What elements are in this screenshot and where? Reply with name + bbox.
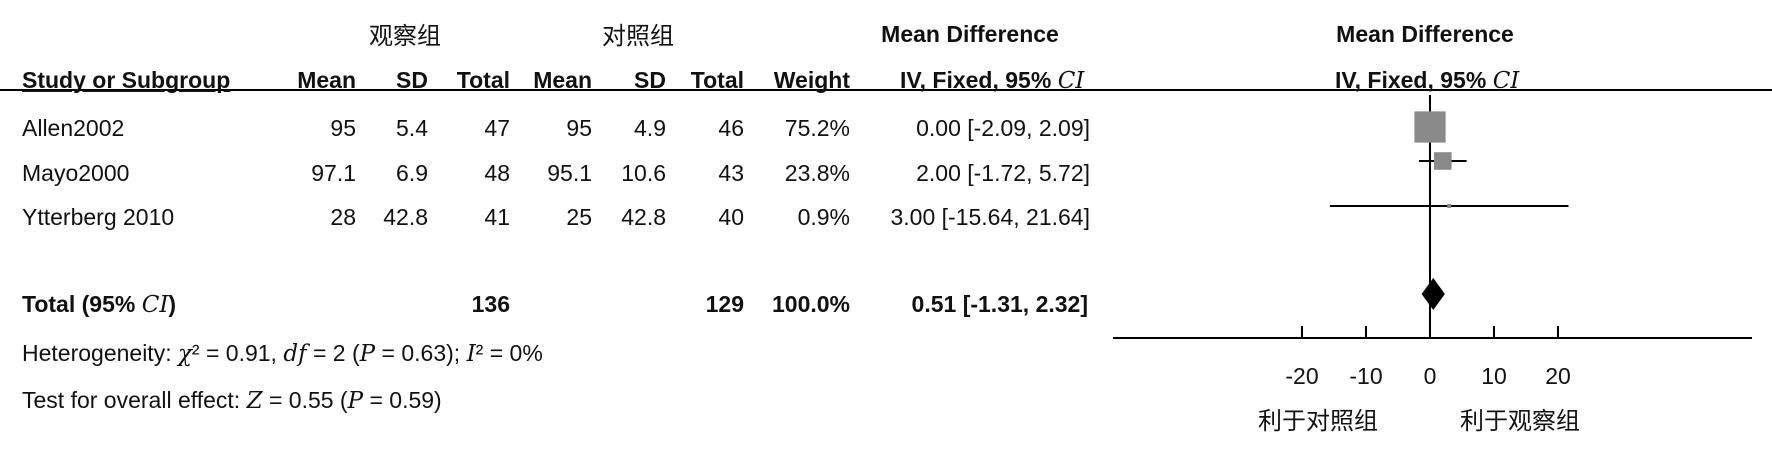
col-weight: Weight — [773, 67, 850, 93]
total-exp: 136 — [471, 291, 510, 317]
col-sd-ctrl: SD — [634, 67, 666, 93]
cell-total-exp: 47 — [484, 115, 510, 141]
x-tick-label: 20 — [1545, 363, 1571, 389]
md-title-right: Mean Difference — [1336, 21, 1514, 47]
col-sd-exp: SD — [396, 67, 428, 93]
col-ci-right: IV, Fixed, 95% CI — [1335, 67, 1520, 94]
cell-mean-ctrl: 95 — [566, 115, 592, 141]
cell-total-ctrl: 43 — [718, 160, 744, 186]
pooled-diamond — [1421, 278, 1445, 310]
cell-sd-ctrl: 10.6 — [621, 160, 666, 186]
cell-ci: 0.00 [-2.09, 2.09] — [916, 115, 1090, 141]
cell-sd-exp: 5.4 — [396, 115, 428, 141]
cell-sd-ctrl: 42.8 — [621, 204, 666, 230]
study-name: Allen2002 — [22, 115, 125, 141]
overall-effect-text: Test for overall effect: Z = 0.55 (P = 0… — [22, 387, 442, 414]
total-ctrl: 129 — [705, 291, 744, 317]
favours-experimental-label: 利于观察组 — [1460, 407, 1580, 435]
cell-sd-exp: 42.8 — [383, 204, 428, 230]
group-header-exp: 观察组 — [369, 22, 441, 50]
cell-mean-exp: 28 — [330, 204, 356, 230]
cell-sd-exp: 6.9 — [396, 160, 428, 186]
study-name: Mayo2000 — [22, 160, 130, 186]
cell-mean-ctrl: 95.1 — [547, 160, 592, 186]
group-header-ctrl: 对照组 — [602, 22, 674, 50]
study-square-2 — [1434, 152, 1452, 170]
cell-total-exp: 48 — [484, 160, 510, 186]
cell-mean-ctrl: 25 — [566, 204, 592, 230]
study-square-3 — [1447, 204, 1452, 208]
cell-weight: 75.2% — [784, 115, 850, 141]
heterogeneity-text: Heterogeneity: χ² = 0.91, df = 2 (P = 0.… — [22, 340, 543, 367]
cell-weight: 23.8% — [784, 160, 850, 186]
col-study: Study or Subgroup — [22, 67, 231, 93]
total-ci: 0.51 [-1.31, 2.32] — [911, 291, 1088, 317]
cell-weight: 0.9% — [797, 204, 850, 230]
total-label: Total (95% CI) — [22, 291, 177, 318]
col-total-ctrl: Total — [690, 67, 744, 93]
cell-mean-exp: 97.1 — [311, 160, 356, 186]
col-ci-left: IV, Fixed, 95% CI — [900, 67, 1085, 94]
study-square-1 — [1414, 111, 1446, 143]
x-tick-label: -10 — [1349, 363, 1382, 389]
cell-total-ctrl: 46 — [718, 115, 744, 141]
x-tick-label: 10 — [1481, 363, 1507, 389]
study-name: Ytterberg 2010 — [22, 204, 175, 230]
cell-sd-ctrl: 4.9 — [634, 115, 666, 141]
cell-ci: 2.00 [-1.72, 5.72] — [916, 160, 1090, 186]
cell-total-ctrl: 40 — [718, 204, 744, 230]
col-mean-ctrl: Mean — [533, 67, 592, 93]
x-tick-label: 0 — [1424, 363, 1437, 389]
col-mean-exp: Mean — [297, 67, 356, 93]
favours-control-label: 利于对照组 — [1258, 407, 1378, 435]
cell-ci: 3.00 [-15.64, 21.64] — [890, 204, 1091, 230]
md-title-left: Mean Difference — [881, 21, 1059, 47]
cell-mean-exp: 95 — [330, 115, 356, 141]
total-weight: 100.0% — [771, 291, 850, 317]
col-total-exp: Total — [456, 67, 510, 93]
cell-total-exp: 41 — [484, 204, 510, 230]
x-tick-label: -20 — [1285, 363, 1318, 389]
